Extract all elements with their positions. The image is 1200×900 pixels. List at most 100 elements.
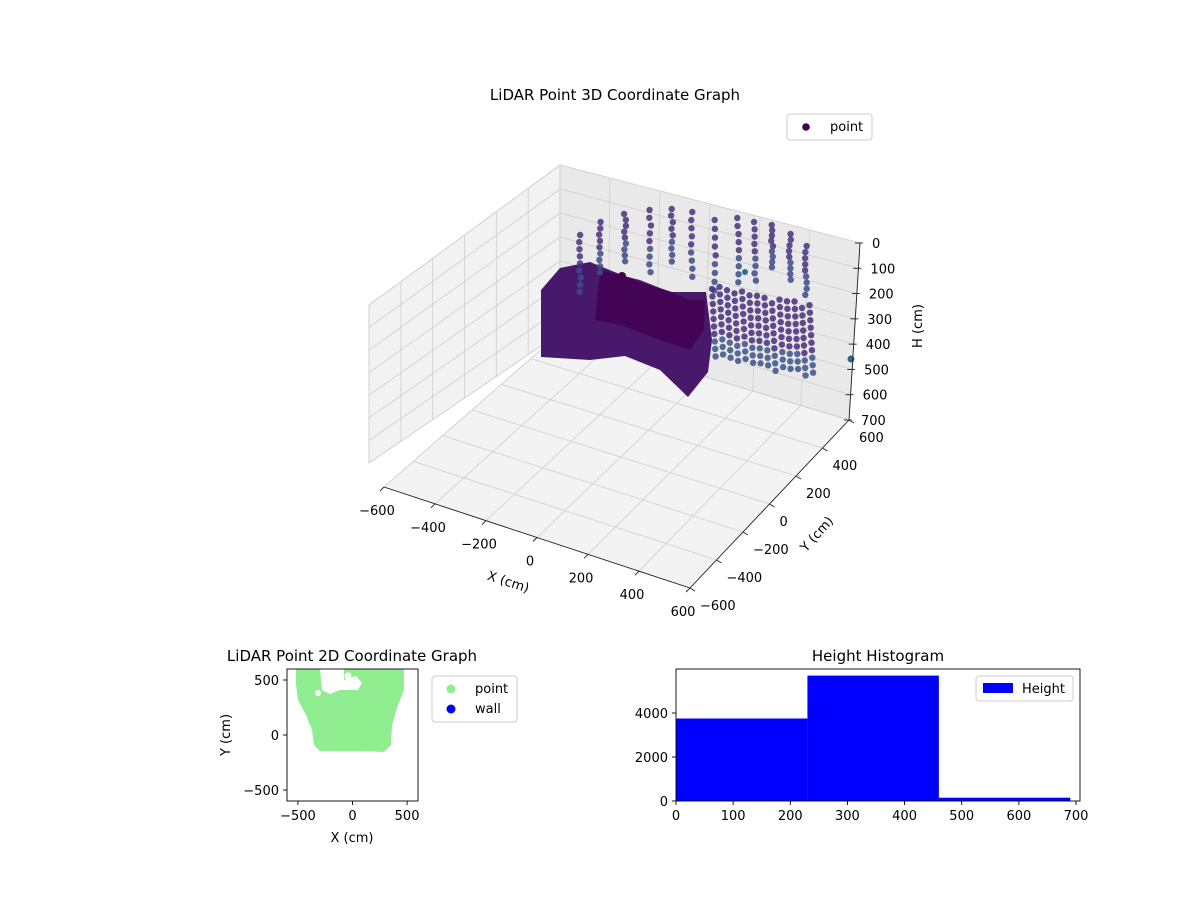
point-3d (711, 338, 718, 345)
point-3d (733, 327, 740, 335)
point-3d (800, 327, 807, 334)
legend-histogram-label: Height (1022, 682, 1065, 697)
point-3d (711, 330, 718, 338)
point-3d (621, 228, 628, 235)
x-tick-label: −600 (359, 504, 395, 519)
grid-line (368, 212, 561, 351)
y-tick-label: −600 (700, 599, 736, 614)
grid-line (368, 284, 561, 419)
histogram-bars (676, 675, 1071, 801)
point-3d (752, 262, 759, 270)
point-3d (717, 298, 724, 306)
point-3d (669, 251, 676, 259)
point-3d (770, 322, 777, 330)
point-3d (784, 305, 791, 313)
point-3d (755, 330, 763, 337)
point-3d (770, 330, 777, 337)
point-3d (792, 320, 799, 328)
point-3d (777, 318, 784, 326)
point-3d (806, 309, 814, 316)
point-3d (734, 222, 741, 230)
point-3d (793, 343, 801, 350)
x-axis-label-3d: X (cm) (485, 569, 531, 597)
point-3d (727, 347, 734, 354)
point-3d (800, 342, 808, 349)
point-3d (712, 252, 719, 259)
point-cloud-2d-spot (315, 690, 321, 696)
point-3d (688, 216, 695, 224)
legend-3d-label: point (830, 120, 863, 135)
y-axis-label-2d: Y (cm) (219, 714, 234, 757)
point-3d (787, 259, 794, 266)
point-3d (752, 255, 759, 262)
point-3d (732, 320, 740, 327)
legend-3d-frame (786, 113, 873, 141)
point-3d (786, 242, 793, 249)
point-3d (717, 313, 725, 321)
point-3d (716, 291, 724, 298)
y-tick-label: 600 (859, 431, 884, 446)
point-3d (768, 248, 776, 255)
plot-frame-histogram (675, 668, 1081, 802)
point-3d (596, 237, 604, 245)
point-3d (808, 346, 816, 354)
grid-line (800, 229, 811, 406)
z-tick-label: 100 (870, 262, 895, 277)
point-3d (785, 247, 793, 255)
legend-histogram-frame (975, 675, 1074, 702)
point-3d (801, 357, 808, 364)
point-3d (787, 270, 794, 278)
point-3d (799, 319, 806, 327)
point-3d (646, 245, 654, 253)
point-3d (577, 274, 584, 281)
z-tick-label: 600 (863, 389, 888, 404)
x-tick-label-histogram: 300 (835, 809, 860, 824)
x-tick-label-2d: 0 (348, 809, 356, 824)
point-3d (726, 339, 733, 346)
point-3d (751, 248, 758, 255)
point-3d (784, 313, 791, 320)
point-3d (764, 347, 771, 354)
point-3d (597, 250, 604, 257)
point-3d (576, 260, 584, 267)
legend-3d-marker (802, 123, 810, 131)
point-3d (809, 369, 817, 376)
x-tick (379, 486, 385, 492)
x-tick-label: 600 (671, 605, 696, 620)
point-3d (597, 218, 604, 226)
point-3d (711, 269, 719, 277)
point-3d (711, 260, 719, 268)
point-3d (726, 332, 733, 339)
y-tick-label: 200 (806, 487, 831, 502)
point-3d (739, 303, 746, 310)
point-3d (732, 305, 739, 312)
grid-line (368, 164, 561, 306)
point-cloud-2d-spot (344, 672, 352, 680)
grid-line (559, 164, 861, 244)
x-tick (430, 503, 436, 509)
grid-line (368, 260, 561, 396)
point-3d (724, 302, 731, 309)
x-tick-label-histogram: 600 (1006, 809, 1031, 824)
point-3d (734, 350, 741, 357)
point-3d (597, 225, 604, 232)
point-3d (764, 354, 771, 362)
point-3d (576, 253, 584, 260)
point-3d (763, 332, 770, 339)
point-3d (752, 277, 760, 284)
legend-histogram-swatch (983, 683, 1013, 693)
point-3d (575, 267, 583, 274)
point-3d-outlier (742, 269, 748, 275)
z-tick-label: 200 (869, 288, 894, 303)
point-3d (711, 216, 718, 224)
point-3d (669, 232, 676, 239)
z-axis-line (848, 242, 861, 421)
point-3d (803, 279, 810, 286)
y-tick (769, 503, 775, 508)
point-3d (751, 233, 758, 240)
x-tick (685, 587, 691, 593)
point-3d-outlier (847, 355, 855, 363)
point-3d (800, 334, 807, 342)
point-3d (689, 208, 696, 216)
